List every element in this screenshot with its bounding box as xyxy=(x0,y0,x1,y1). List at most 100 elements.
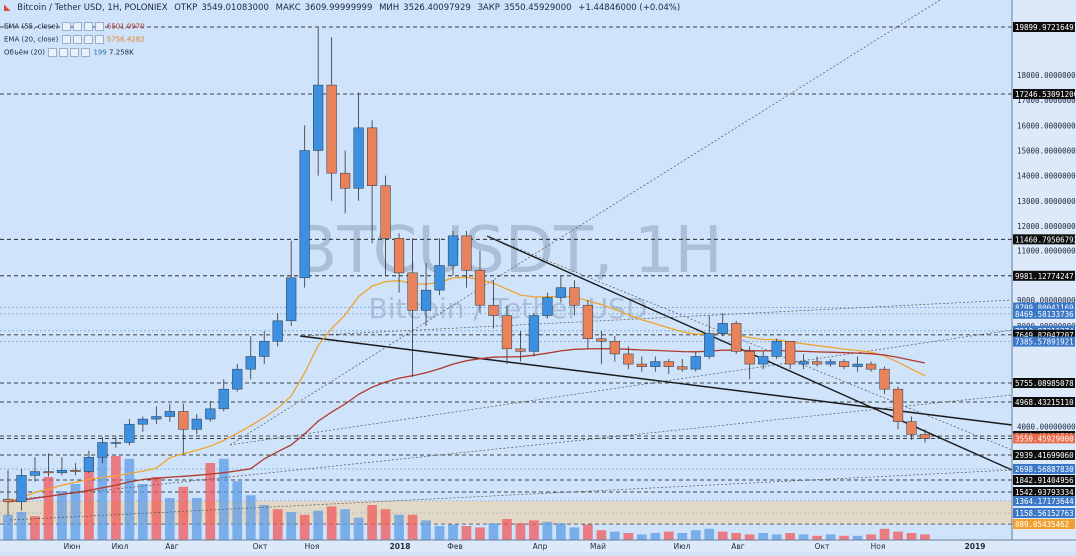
level-label: 19899.97216491 xyxy=(1015,23,1076,32)
level-badge xyxy=(1013,22,1075,32)
volume-bar xyxy=(164,498,175,540)
indicator-label: EMA (20, close) xyxy=(4,35,59,44)
volume-bar xyxy=(609,531,620,540)
candle-body xyxy=(83,457,95,472)
candle-body xyxy=(178,411,189,430)
volume-bar xyxy=(650,533,661,540)
settings-icon[interactable] xyxy=(72,22,82,31)
volume-bar xyxy=(380,509,391,540)
candle-body xyxy=(97,442,108,458)
candle-body xyxy=(690,356,701,370)
close-icon[interactable] xyxy=(83,35,93,44)
candle-body xyxy=(650,361,661,367)
close-icon[interactable] xyxy=(70,48,80,57)
candle-body xyxy=(704,333,715,357)
candle-body xyxy=(366,127,378,186)
candle-body xyxy=(29,471,41,476)
volume-bar xyxy=(690,530,701,540)
level-label: 4968.43215110 xyxy=(1015,398,1074,407)
x-tick-label: Авг xyxy=(731,542,745,551)
close-icon[interactable] xyxy=(83,22,93,31)
volume-bar xyxy=(515,523,526,540)
volume-bar xyxy=(272,509,283,540)
volume-bar xyxy=(326,506,337,540)
candle-body xyxy=(717,323,728,334)
settings-icon[interactable] xyxy=(59,48,69,57)
volume-bar xyxy=(623,533,634,540)
candle-body xyxy=(555,287,567,298)
x-tick-label: Июл xyxy=(112,542,129,551)
y-tick-label: 16000.00000000 xyxy=(1017,121,1076,130)
x-tick-label: Окт xyxy=(815,542,830,551)
eye-icon[interactable] xyxy=(61,22,71,31)
level-badge xyxy=(1013,88,1075,99)
level-label: 7385.57891921 xyxy=(1015,338,1074,347)
close-value: 3550.45929000 xyxy=(503,3,572,13)
volume-bar xyxy=(812,535,822,540)
open-label: ОТКР xyxy=(174,3,198,13)
candle-body xyxy=(56,470,68,474)
level-label: 8469.58133736 xyxy=(1015,310,1074,319)
y-tick-label: 12000.00000000 xyxy=(1017,222,1076,231)
candle-body xyxy=(636,363,647,367)
volume-bar xyxy=(218,458,229,540)
volume-bar xyxy=(70,484,81,540)
candle-body xyxy=(16,475,27,503)
eye-icon[interactable] xyxy=(48,48,58,57)
eye-icon[interactable] xyxy=(61,35,71,44)
volume-bar xyxy=(556,523,566,540)
candle-body xyxy=(340,172,351,189)
level-badge xyxy=(1013,433,1075,444)
volume-bar xyxy=(30,516,40,540)
watermark-main: BTCUSDT, 1H xyxy=(293,214,722,288)
candle-body xyxy=(191,418,202,430)
volume-bar xyxy=(43,477,54,540)
y-tick-label: 15000.00000000 xyxy=(1017,147,1076,156)
indicator-ema55[interactable]: EMA (55, close) 6501.0970 xyxy=(4,22,145,31)
level-badge xyxy=(1013,329,1075,340)
candle-body xyxy=(812,361,823,365)
change-value: +1.44846000 (+0.04%) xyxy=(578,3,681,13)
candle-body xyxy=(434,265,445,291)
candle-body xyxy=(461,235,472,271)
volume-bar xyxy=(3,514,13,540)
candle-body xyxy=(663,361,674,367)
time-axis xyxy=(0,540,1076,552)
x-tick-label: Авг xyxy=(165,542,179,551)
indicator-label: Объём (20) xyxy=(4,48,45,57)
candle-body xyxy=(407,272,418,311)
more-icon[interactable] xyxy=(94,22,104,31)
settings-icon[interactable] xyxy=(72,35,82,44)
more-icon[interactable] xyxy=(81,48,91,57)
volume-bars xyxy=(3,456,930,540)
symbol-title[interactable]: Bitcoin / Tether USD, 1H, POLONIEX xyxy=(17,3,168,13)
candle-body xyxy=(892,388,904,422)
level-badge xyxy=(1013,302,1075,313)
x-tick-label: Ноя xyxy=(305,542,320,551)
volume-bar xyxy=(879,528,890,540)
volume-bar xyxy=(475,527,485,540)
indicator-ema20[interactable]: EMA (20, close) 5756.4282 xyxy=(4,35,145,44)
close-label: ЗАКР xyxy=(477,3,500,13)
x-tick-label: Май xyxy=(590,542,606,551)
candle-body xyxy=(124,423,135,443)
level-label: 7649.82047207 xyxy=(1015,331,1074,340)
candle-body xyxy=(326,84,337,174)
candle-body xyxy=(569,287,580,306)
y-tick-label: 9000.00000000 xyxy=(1017,296,1076,305)
candle-body xyxy=(299,150,310,279)
candle-body xyxy=(501,315,513,350)
more-icon[interactable] xyxy=(94,35,104,44)
candle-body xyxy=(232,368,243,390)
volume-bar xyxy=(259,505,270,540)
level-badge xyxy=(1013,234,1075,245)
volume-bar xyxy=(57,491,67,540)
candle-body xyxy=(771,340,782,357)
indicator-volume[interactable]: Объём (20) 199 7.258K xyxy=(4,48,134,57)
candle-body xyxy=(906,421,917,435)
candle-body xyxy=(488,304,499,316)
level-label: 2698.56887830 xyxy=(1015,465,1074,474)
